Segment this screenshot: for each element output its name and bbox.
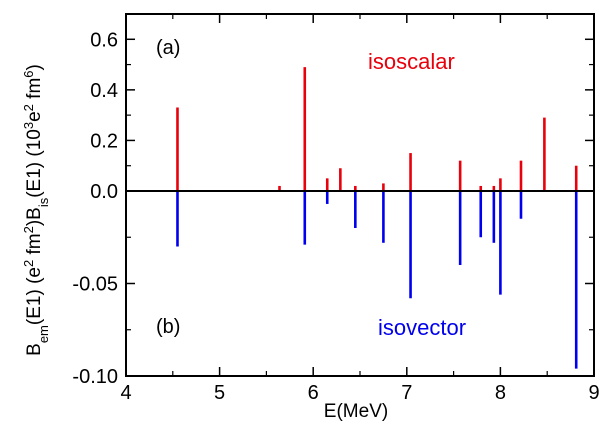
y-axis-title-part: 6 xyxy=(21,70,36,77)
y-axis-title-part: (E1) (10 xyxy=(24,129,45,198)
y-top-tick-label-3: 0.6 xyxy=(90,29,118,51)
y-bottom-tick-label-0: -0.10 xyxy=(72,366,118,388)
tick-labels-layer: 4 5 6 7 8 9 0.0 0.2 0.4 0.6 -0.10 -0.05 xyxy=(72,29,599,404)
x-tick-label-1: 5 xyxy=(214,382,225,404)
y-axis-title-part: fm xyxy=(24,233,45,259)
bars-layer xyxy=(176,67,578,369)
y-axis-title-part: (E1) (e xyxy=(24,267,45,325)
y-axis-title-part: 2 xyxy=(21,260,36,267)
y-axis-title: Bem(E1) (e2 fm2)Bis(E1) (103e2 fm6) xyxy=(21,64,51,356)
plot-frame xyxy=(125,13,595,377)
y-axis-title-part: B xyxy=(24,343,45,356)
x-tick-label-2: 6 xyxy=(308,382,319,404)
ticks-layer xyxy=(125,14,595,377)
y-axis-title-part: ) xyxy=(24,64,45,70)
panel-label-a: (a) xyxy=(156,37,180,59)
y-axis-title-part: 2 xyxy=(21,104,36,111)
y-axis-title-part: is xyxy=(36,197,51,207)
y-top-tick-label-1: 0.2 xyxy=(90,130,118,152)
y-axis-title-part: 2 xyxy=(21,226,36,233)
y-axis-title-part: )B xyxy=(24,207,45,226)
y-axis-title-part: e xyxy=(24,111,45,122)
x-tick-label-5: 9 xyxy=(588,382,599,404)
series-label-isoscalar: isoscalar xyxy=(368,49,455,74)
y-top-tick-label-2: 0.4 xyxy=(90,80,118,102)
series-label-isovector: isovector xyxy=(378,315,466,340)
x-tick-label-0: 4 xyxy=(120,382,131,404)
x-tick-label-4: 8 xyxy=(495,382,506,404)
y-bottom-tick-label-1: -0.05 xyxy=(72,274,118,296)
y-axis-title-part: fm xyxy=(24,78,45,104)
x-tick-label-3: 7 xyxy=(401,382,412,404)
y-axis-title-part: em xyxy=(36,325,51,343)
y-axis-title-part: 3 xyxy=(21,122,36,129)
panel-label-b: (b) xyxy=(156,316,180,338)
y-top-tick-label-0: 0.0 xyxy=(90,181,118,203)
x-axis-title: E(MeV) xyxy=(324,401,388,422)
